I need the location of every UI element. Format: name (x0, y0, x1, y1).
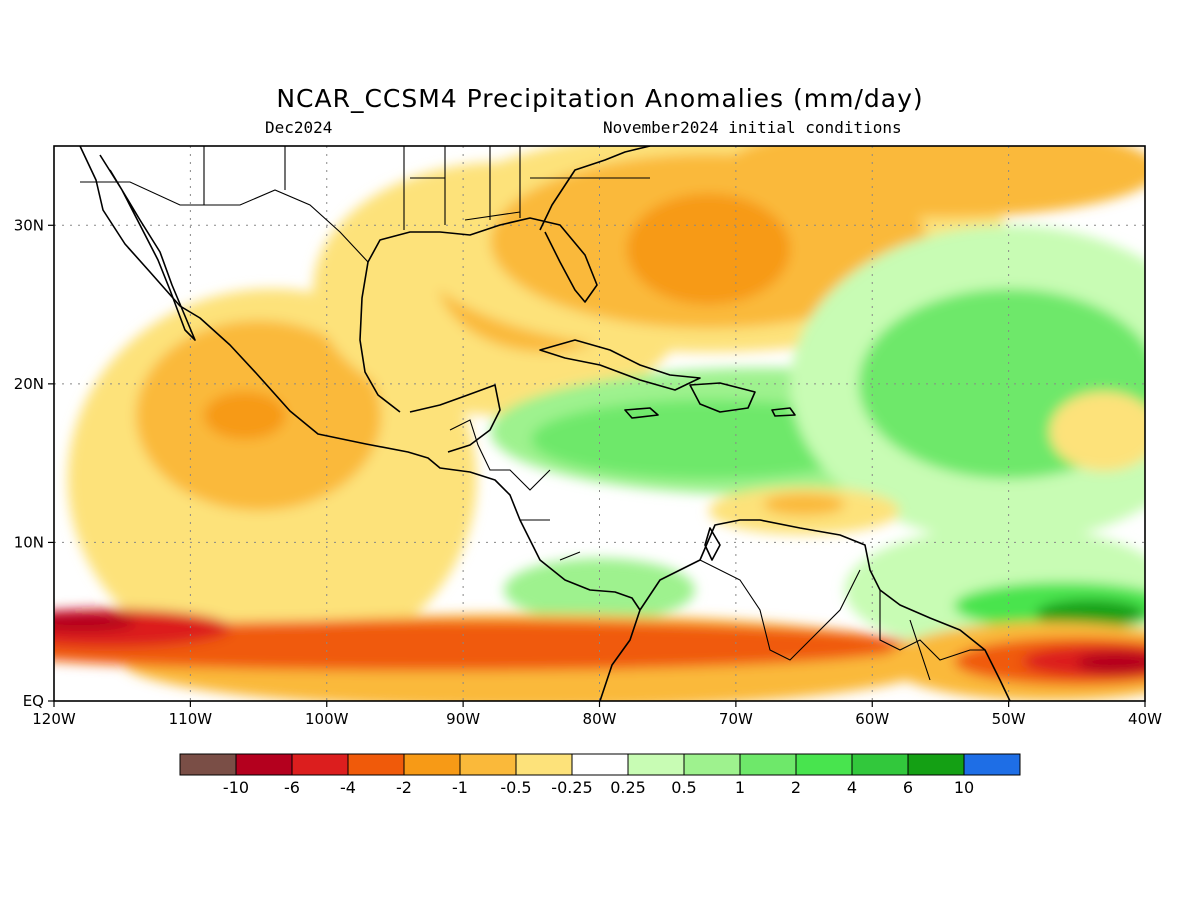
x-tick-label: 90W (446, 710, 480, 728)
colorbar-swatch (963, 753, 1021, 776)
x-tick-label: 40W (1128, 710, 1162, 728)
colorbar-label: 4 (847, 778, 857, 797)
longitude-tick-labels: 120W 110W 100W 90W 80W 70W 60W 50W 40W (32, 701, 1162, 728)
y-tick-label: 30N (14, 216, 44, 234)
colorbar-label: 1 (735, 778, 745, 797)
colorbar-swatch (291, 753, 349, 776)
north-america-coastline (79, 146, 641, 611)
anomaly-blob (763, 493, 845, 516)
south-america-coastline (639, 519, 1011, 701)
anomaly-blob (54, 612, 136, 632)
anomaly-blob (1049, 391, 1145, 472)
colorbar-swatch (235, 753, 293, 776)
anomaly-blob (54, 620, 914, 671)
anomaly-blob (626, 193, 791, 305)
anomaly-blob (1076, 651, 1145, 675)
x-tick-label: 70W (719, 710, 753, 728)
colorbar-label: 6 (903, 778, 913, 797)
colorbar-label: -6 (284, 778, 300, 797)
x-tick-label: 50W (992, 710, 1026, 728)
central-america-borders (449, 419, 581, 561)
anomaly-blob (204, 391, 286, 440)
political-borders (80, 146, 985, 681)
colorbar-label: 0.25 (610, 778, 646, 797)
gulf-coast-coastline (359, 217, 598, 413)
colorbar-swatch (627, 753, 685, 776)
lat-lon-grid (54, 146, 1145, 701)
hispaniola-coastline (689, 382, 756, 413)
initial-conditions-label: November2024 initial conditions (603, 118, 902, 137)
colorbar-swatch (403, 753, 461, 776)
colorbar-swatch (795, 753, 853, 776)
jamaica-coastline (624, 407, 659, 419)
coastlines (79, 146, 1011, 701)
south-america-borders (699, 559, 985, 681)
colorbar-swatch (683, 753, 741, 776)
puerto-rico-coastline (771, 407, 796, 417)
colorbar-swatch (739, 753, 797, 776)
baja-california-coastline (99, 154, 196, 341)
x-tick-label: 60W (855, 710, 889, 728)
us-mexico-border (80, 181, 369, 263)
lake-maracaibo-coastline (704, 527, 721, 561)
colorbar: -10 -6 -4 -2 -1 -0.5 -0.25 0.25 0.5 1 2 4 6 10 (179, 753, 1021, 797)
colorbar-label: -1 (452, 778, 468, 797)
colorbar-label: 2 (791, 778, 801, 797)
x-tick-label: 120W (32, 710, 76, 728)
map-title: NCAR_CCSM4 Precipitation Anomalies (mm/d… (276, 84, 924, 113)
y-tick-label: 20N (14, 375, 44, 393)
colorbar-swatch (907, 753, 965, 776)
colorbar-label: -10 (223, 778, 249, 797)
colorbar-swatch (571, 753, 629, 776)
colorbar-label: -0.5 (500, 778, 531, 797)
us-state-borders (203, 146, 650, 230)
colorbar-label: 10 (954, 778, 974, 797)
us-atlantic-coastline (539, 146, 651, 231)
cuba-coastline (539, 339, 701, 391)
anomaly-blob (722, 146, 1145, 218)
colorbar-swatch (515, 753, 573, 776)
anomaly-blob (1035, 599, 1145, 629)
valid-month-label: Dec2024 (265, 118, 333, 137)
colorbar-swatch (179, 753, 237, 776)
pacific-south-america-coastline (599, 609, 641, 701)
yucatan-coastline (409, 384, 501, 453)
colorbar-swatch (347, 753, 405, 776)
colorbar-label: -0.25 (551, 778, 592, 797)
colorbar-swatch (459, 753, 517, 776)
y-tick-label: 10N (14, 533, 44, 551)
colorbar-label: -2 (396, 778, 412, 797)
colorbar-label: 0.5 (671, 778, 696, 797)
latitude-tick-labels: EQ 10N 20N 30N (14, 216, 54, 710)
y-tick-label: EQ (23, 692, 44, 710)
x-tick-label: 110W (169, 710, 213, 728)
x-tick-label: 80W (583, 710, 617, 728)
colorbar-label: -4 (340, 778, 356, 797)
colorbar-swatch (851, 753, 909, 776)
x-tick-label: 100W (305, 710, 349, 728)
